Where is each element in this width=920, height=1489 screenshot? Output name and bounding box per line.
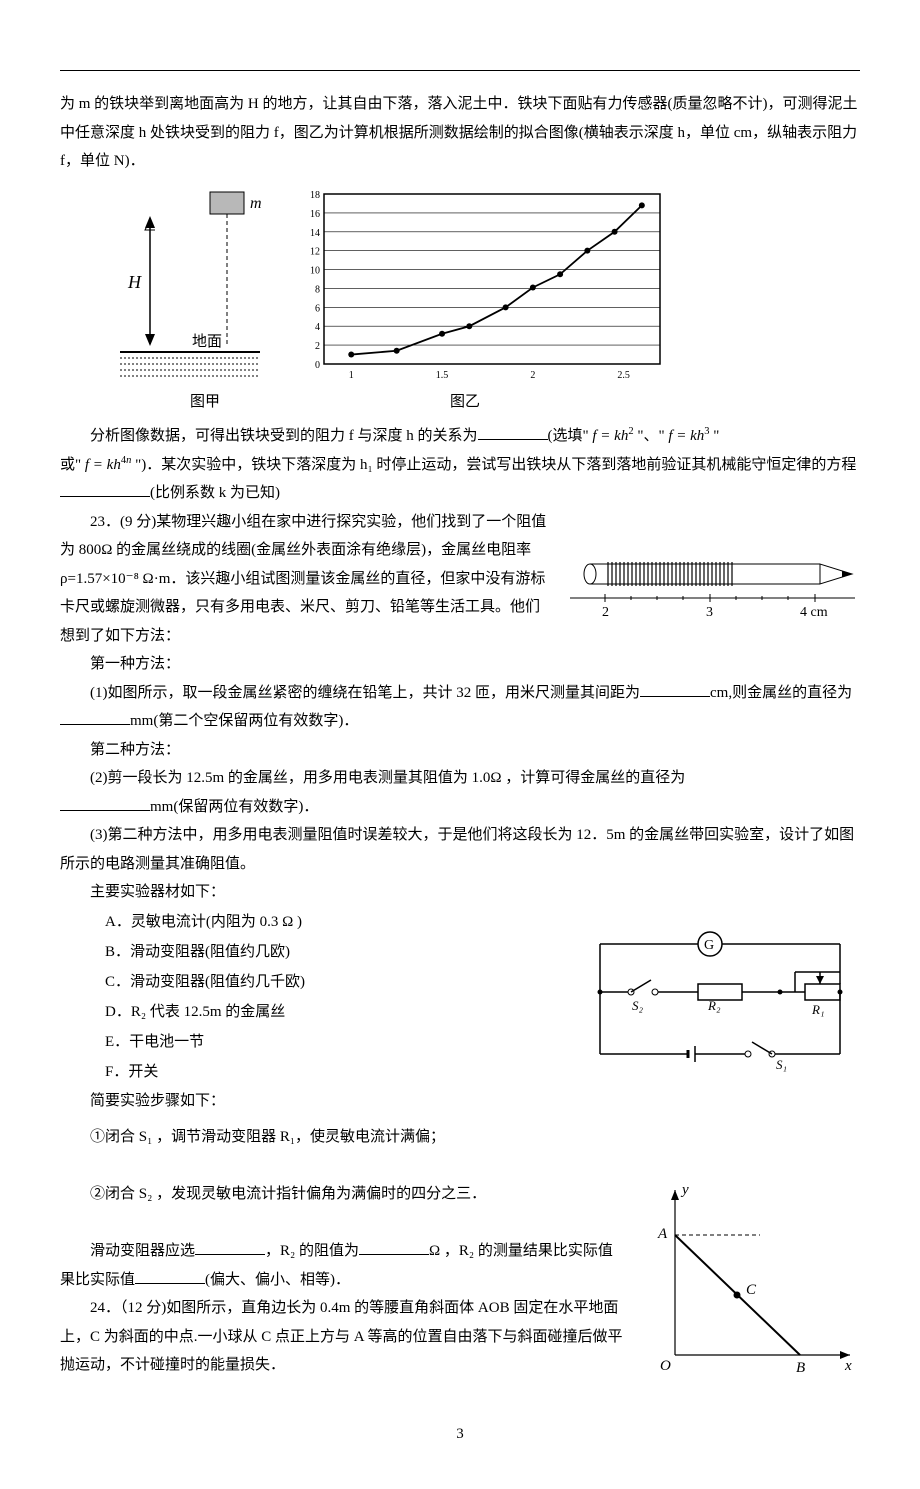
svg-text:x: x: [844, 1358, 852, 1374]
triangle-figure: y x A C O B: [640, 1180, 860, 1380]
opt-c: C．滑动变阻器(阻值约几千欧): [105, 967, 570, 997]
q23-p1: (1)如图所示，取一段金属丝紧密的缠绕在铅笔上，共计 32 匝，用米尺测量其间距…: [60, 679, 860, 736]
figure-captions: 图甲 图乙: [190, 388, 860, 417]
circuit-figure: G R₁ S₁: [580, 878, 860, 1074]
svg-text:G: G: [704, 938, 714, 953]
steps-head: 简要实验步骤如下：: [60, 1087, 570, 1116]
apparatus-circuit-row: 主要实验器材如下： A．灵敏电流计(内阻为 0.3 Ω ) B．滑动变阻器(阻值…: [60, 878, 860, 1115]
svg-text:8: 8: [315, 284, 320, 295]
figure-jia-caption: 图甲: [190, 388, 220, 417]
q23-p2b: mm(保留两位有效数字)．: [60, 793, 860, 822]
svg-text:C: C: [746, 1282, 757, 1298]
svg-text:18: 18: [310, 190, 320, 201]
figure-yi-chart: 0 2 4 6 8 10 12 14 16 18 1 1.5 2 2.5: [290, 184, 670, 384]
svg-text:S₂: S₂: [632, 998, 644, 1013]
svg-text:m: m: [250, 195, 262, 212]
svg-text:6: 6: [315, 303, 320, 314]
svg-text:14: 14: [310, 227, 320, 238]
svg-text:y: y: [680, 1182, 689, 1198]
step1: ①闭合 S₁ ，调节滑动变阻器 R₁，使灵敏电流计满偏；: [60, 1123, 860, 1152]
q23-method1: 第一种方法：: [60, 650, 860, 679]
svg-text:地面: 地面: [192, 333, 222, 350]
intro-text: 为 m 的铁块举到离地面高为 H 的地方，让其自由下落，落入泥土中．铁块下面贴有…: [60, 90, 860, 176]
q23-p3: (3)第二种方法中，用多用电表测量阻值时误差较大，于是他们将这段长为 12．5m…: [60, 821, 860, 878]
page-top-rule: [60, 70, 860, 71]
figure-yi-caption: 图乙: [450, 388, 480, 417]
svg-text:A: A: [657, 1226, 668, 1242]
svg-text:3: 3: [706, 605, 713, 620]
opt-f: F．开关: [105, 1057, 570, 1087]
q22-text: 分析图像数据，可得出铁块受到的阻力 f 与深度 h 的关系为(选填" f = k…: [60, 422, 860, 451]
opt-e: E．干电池一节: [105, 1027, 570, 1057]
svg-text:B: B: [796, 1360, 805, 1376]
svg-text:2: 2: [315, 341, 320, 352]
svg-text:2: 2: [530, 370, 535, 381]
figure-jia: m H 地面: [110, 184, 270, 384]
svg-text:2: 2: [602, 605, 609, 620]
opt-d: D．R₂ 代表 12.5m 的金属丝: [105, 997, 570, 1027]
svg-text:4: 4: [315, 322, 320, 333]
q23-p2: (2)剪一段长为 12.5m 的金属丝，用多用电表测量其阻值为 1.0Ω ，计算…: [60, 764, 860, 793]
svg-text:4 cm: 4 cm: [800, 605, 828, 620]
opt-b: B．滑动变阻器(阻值约几欧): [105, 937, 570, 967]
svg-text:16: 16: [310, 208, 320, 219]
svg-text:H: H: [127, 272, 142, 292]
svg-text:0: 0: [315, 360, 320, 371]
svg-text:10: 10: [310, 265, 320, 276]
svg-text:R₂: R₂: [707, 998, 721, 1013]
svg-text:2.5: 2.5: [617, 370, 630, 381]
svg-text:R₁: R₁: [811, 1002, 824, 1017]
q23-block: 2 3 4 cm 23．(9 分)某物理兴趣小组在家中进行探究实验，他们找到了一…: [60, 508, 860, 879]
q22-text2: 或" f = kh4n ")．某次实验中，铁块下落深度为 h₁ 时停止运动，尝试…: [60, 451, 860, 508]
page-number: 3: [60, 1420, 860, 1449]
opt-a: A．灵敏电流计(内阻为 0.3 Ω ): [105, 907, 570, 937]
svg-text:1.5: 1.5: [436, 370, 449, 381]
svg-text:O: O: [660, 1358, 671, 1374]
figure-row: m H 地面 0 2 4 6 8 10 12 14 16 18 1 1.5 2 2.5: [110, 184, 860, 384]
q23-method2: 第二种方法：: [60, 736, 860, 765]
svg-text:1: 1: [349, 370, 354, 381]
svg-text:12: 12: [310, 246, 320, 257]
apparatus-head: 主要实验器材如下：: [60, 878, 570, 907]
svg-text:S₁: S₁: [776, 1057, 787, 1072]
pencil-figure: 2 3 4 cm: [560, 554, 860, 624]
